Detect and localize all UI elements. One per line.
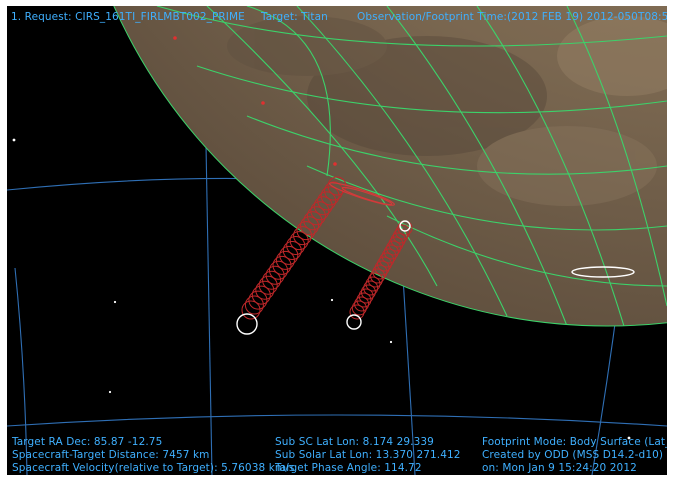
footprint-circle [381, 248, 397, 264]
footprint-circle [356, 292, 372, 308]
footprint-circle [395, 224, 411, 240]
footprint-circle [275, 250, 295, 270]
spacecraft-velocity: Spacecraft Velocity(relative to Target):… [12, 462, 295, 474]
footprint-circle [354, 296, 370, 312]
footprint-circle [300, 216, 319, 236]
footprint-circle [296, 221, 316, 241]
footprint-circle [374, 260, 390, 276]
footprint-circle [241, 300, 261, 320]
request-label: 1. Request: CIRS_161TI_FIRLMBT002_PRIME [11, 11, 245, 23]
footprint-mode: Footprint Mode: Body Surface (Lat_Lon) [482, 436, 667, 448]
footprint-circle [363, 280, 379, 296]
footprint-circle [279, 245, 299, 265]
footprint-circle [293, 226, 313, 246]
footprint-circle [351, 300, 367, 316]
footer-left-block: Target RA Dec: 85.87 -12.75 Spacecraft-T… [12, 436, 294, 475]
target-ra-dec: Target RA Dec: 85.87 -12.75 [12, 436, 163, 448]
footprint-circle [248, 290, 268, 310]
footer-right-block: Footprint Mode: Body Surface (Lat_Lon) C… [482, 436, 667, 475]
viewer-frame: 1. Request: CIRS_161TI_FIRLMBT002_PRIME … [7, 6, 667, 475]
target-phase-angle: Target Phase Angle: 114.72 [275, 462, 422, 474]
footprint-circle [365, 276, 381, 292]
spacecraft-target-distance: Spacecraft-Target Distance: 7457 km [12, 449, 210, 461]
footprint-end-markers [236, 220, 635, 335]
footprint-circle [372, 264, 388, 280]
footprint-circle [360, 284, 376, 300]
sub-solar-lat-lon: Sub Solar Lat Lon: 13.370 271.412 [275, 449, 461, 461]
footprint-circle [367, 272, 383, 288]
target-label: Target: Titan [261, 11, 328, 23]
footprint-circle [313, 196, 333, 216]
footprint-circle [370, 268, 386, 284]
footprint-circle [269, 260, 288, 280]
sky-scene [7, 6, 667, 475]
footprint-circle [320, 186, 340, 206]
footprint-circle [289, 231, 309, 251]
footprint-circle [383, 244, 399, 260]
footprint-circle [376, 256, 392, 272]
footprint-circle [358, 288, 374, 304]
footprint-circle [349, 304, 365, 320]
footprint-circle [262, 270, 282, 290]
footprint-circle [379, 252, 395, 268]
footprint-circle [310, 201, 330, 221]
footprint-circle [255, 280, 275, 300]
stars [12, 138, 631, 440]
titan-planet [113, 6, 667, 327]
footprint-circle [258, 275, 278, 295]
footprint-circle [282, 241, 302, 260]
footprint-circle [303, 211, 323, 231]
footprint-circle [386, 240, 402, 256]
footprint-circle [272, 255, 292, 275]
footer-middle-block: Sub SC Lat Lon: 8.174 29.339 Sub Solar L… [275, 436, 461, 475]
footprint-circle [327, 176, 347, 196]
footprint-circle [388, 236, 404, 252]
sub-sc-lat-lon: Sub SC Lat Lon: 8.174 29.339 [275, 436, 434, 448]
footprint-circle [306, 206, 326, 226]
footprint-circle [390, 232, 406, 248]
surface-markers [173, 36, 337, 166]
planet-grid [156, 6, 667, 326]
footprint-circle [265, 265, 285, 285]
footprint-circle [286, 236, 306, 255]
created-on: on: Mon Jan 9 15:24:20 2012 [482, 462, 637, 474]
footprint-circle [317, 191, 337, 211]
observation-time: Observation/Footprint Time:(2012 FEB 19)… [357, 11, 667, 23]
created-by: Created by ODD (MSS D14.2-d10) [482, 449, 664, 461]
footprint-circle [251, 285, 271, 305]
limb-footprint [329, 182, 395, 206]
footprint-circle [244, 295, 264, 315]
